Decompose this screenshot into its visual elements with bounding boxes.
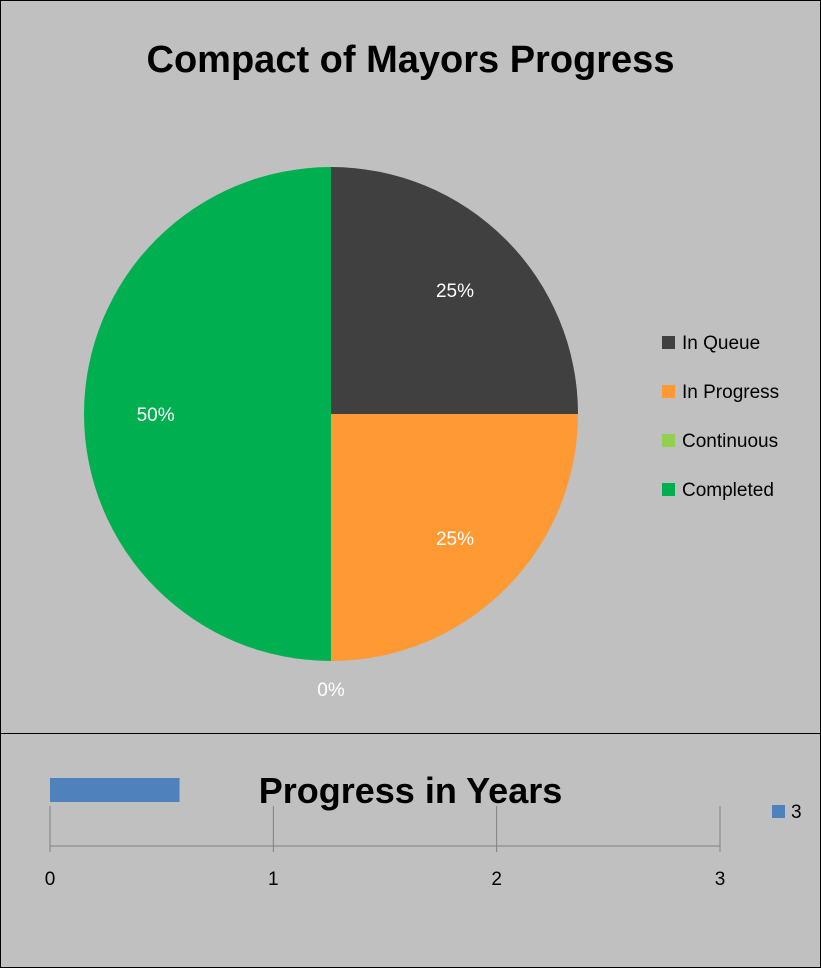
- legend-label-continuous: Continuous: [682, 431, 778, 452]
- pie-data-label-in-progress: 25%: [436, 529, 474, 550]
- bar-chart-panel: Progress in Years 0 1 2 3 3: [0, 733, 821, 968]
- legend-swatch-in-progress: [662, 385, 675, 398]
- bar-chart: 0 1 2 3 3: [45, 778, 802, 890]
- pie-data-label-continuous: 0%: [317, 680, 345, 701]
- pie-chart-panel: Compact of Mayors Progress 25% 25% 0% 50% In…: [0, 0, 821, 734]
- pie-slice-in-queue: [331, 167, 578, 414]
- legend-swatch-continuous: [662, 434, 675, 447]
- legend-swatch-completed: [662, 483, 675, 496]
- legend-swatch-in-queue: [662, 336, 675, 349]
- bar-legend-swatch: [772, 805, 785, 818]
- pie-slice-in-progress: [331, 414, 578, 661]
- x-tick-label-2: 2: [491, 869, 502, 890]
- pie-slice-completed: [84, 167, 331, 661]
- legend-label-completed: Completed: [682, 480, 774, 501]
- x-tick-label-3: 3: [715, 869, 726, 890]
- bar-chart-title: Progress in Years: [258, 770, 563, 811]
- legend-label-in-queue: In Queue: [682, 333, 760, 354]
- pie-data-label-in-queue: 25%: [436, 281, 474, 302]
- bar-legend-label: 3: [791, 802, 802, 823]
- pie-chart-title: Compact of Mayors Progress: [146, 39, 675, 81]
- x-tick-label-0: 0: [45, 869, 56, 890]
- x-tick-label-1: 1: [268, 869, 279, 890]
- bar-series-3: [50, 778, 180, 802]
- pie-data-label-completed: 50%: [137, 405, 175, 426]
- pie-chart: 25% 25% 0% 50% In Queue In Progress Continuous…: [84, 167, 779, 701]
- legend-label-in-progress: In Progress: [682, 382, 779, 403]
